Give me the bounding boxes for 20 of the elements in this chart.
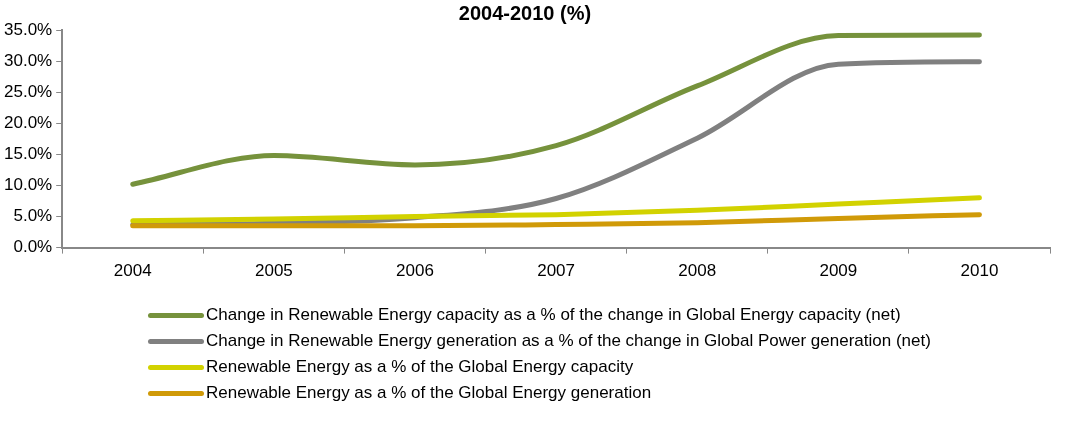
- x-tick-label: 2004: [113, 261, 152, 281]
- legend-label: Renewable Energy as a % of the Global Energy generation: [206, 383, 652, 403]
- y-tick-label: 10.0%: [4, 175, 53, 195]
- legend-label: Change in Renewable Energy capacity as a % of the change in Global Energy capacity (net): [206, 305, 901, 325]
- legend-label: Renewable Energy as a % of the Global Energy capacity: [206, 357, 634, 377]
- y-tick-label: 15.0%: [4, 144, 53, 164]
- x-tick-label: 2006: [396, 261, 434, 281]
- y-tick-label: 5.0%: [13, 206, 53, 226]
- x-tick-label: 2005: [254, 261, 293, 281]
- x-tick-label: 2010: [960, 261, 999, 281]
- y-tick-label: 30.0%: [4, 50, 53, 70]
- x-tick-label: 2008: [678, 261, 717, 281]
- y-tick-label: 25.0%: [4, 81, 53, 101]
- y-tick-label: 20.0%: [4, 112, 53, 132]
- legend-label: Change in Renewable Energy generation as a % of the change in Global Power generation (net): [206, 331, 931, 351]
- x-tick-label: 2007: [537, 261, 576, 281]
- y-tick-label: 35.0%: [4, 19, 53, 39]
- chart-title: 2004-2010 (%): [458, 1, 592, 24]
- x-tick-label: 2009: [819, 261, 858, 281]
- y-tick-label: 0.0%: [13, 237, 53, 257]
